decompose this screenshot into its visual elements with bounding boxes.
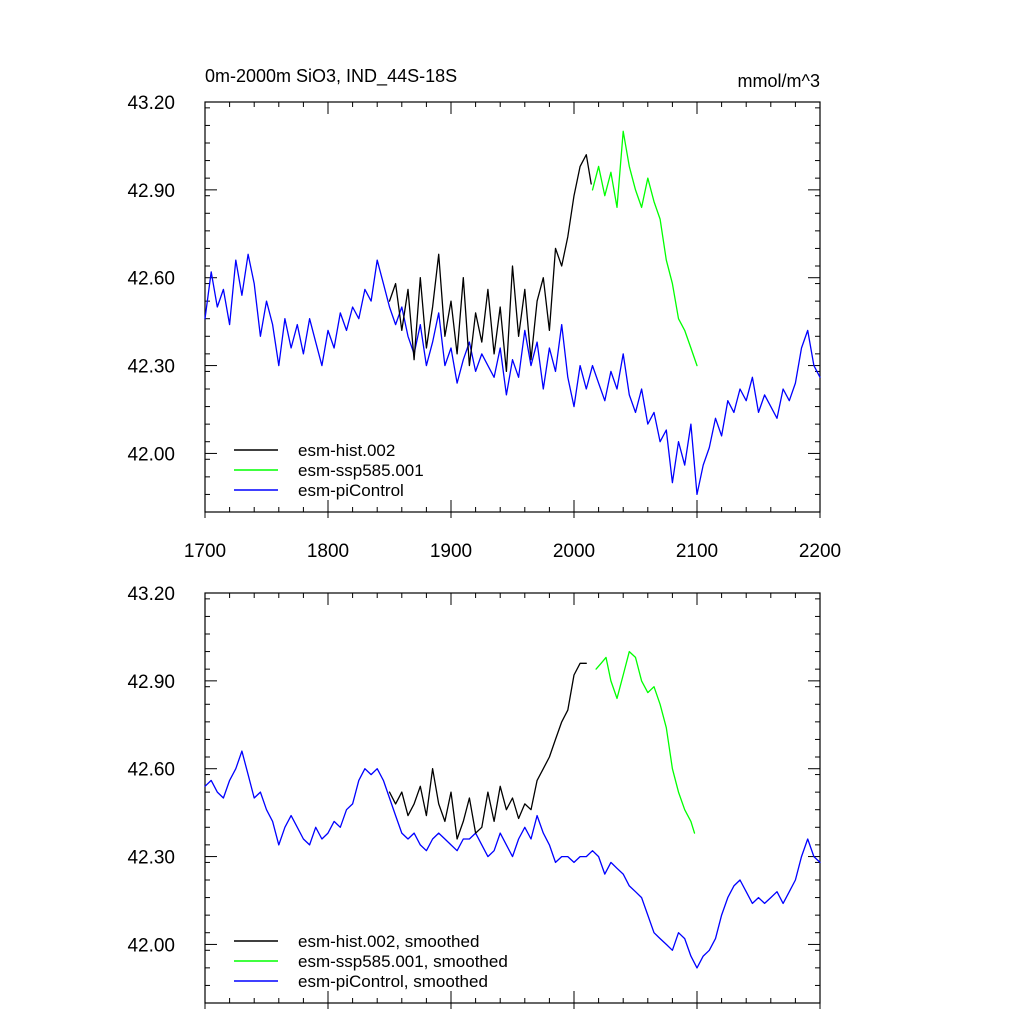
x-tick-label: 2000: [553, 541, 595, 562]
x-tick-label: 1800: [307, 541, 349, 562]
x-axis-ticks: 1700 1800 1900 2000 2100 2200: [184, 102, 841, 562]
chart-title: 0m-2000m SiO3, IND_44S-18S: [205, 66, 457, 87]
legend-label-esm-picontrol-smoothed: esm-piControl, smoothed: [298, 972, 488, 991]
series-line-esm-picontrol-smoothed: [204, 750, 821, 969]
units-label: mmol/m^3: [738, 71, 820, 91]
plot-frame: [204, 101, 821, 513]
series-line-esm-ssp585-001-smoothed: [595, 650, 696, 834]
y-tick-label: 42.00: [127, 444, 175, 465]
y-tick-label: 42.30: [127, 357, 175, 378]
series-group: [204, 130, 821, 496]
legend: esm-hist.002 esm-ssp585.001 esm-piContro…: [234, 441, 424, 500]
top-panel: 0m-2000m SiO3, IND_44S-18S mmol/m^3 42.0…: [127, 66, 841, 562]
series-line-esm-ssp585-001: [591, 130, 698, 367]
legend: esm-hist.002, smoothed esm-ssp585.001, s…: [234, 932, 508, 991]
legend-label-esm-ssp585-smoothed: esm-ssp585.001, smoothed: [298, 952, 508, 971]
plot-frame: [204, 592, 821, 1004]
y-tick-label: 42.00: [127, 935, 175, 956]
y-tick-label: 42.60: [127, 760, 175, 781]
y-tick-label: 42.30: [127, 848, 175, 869]
y-tick-label: 43.20: [127, 93, 175, 114]
x-tick-label: 2200: [799, 541, 841, 562]
series-line-esm-hist-002-smoothed: [388, 662, 587, 840]
x-tick-label: 1700: [184, 541, 226, 562]
y-axis-ticks: 42.00 42.30 42.60 42.90 43.20: [127, 584, 820, 1004]
x-tick-label: 2100: [676, 541, 718, 562]
y-tick-label: 43.20: [127, 584, 175, 605]
series-group: [204, 650, 821, 969]
y-axis-ticks: 42.00 42.30 42.60 42.90 43.20: [127, 93, 820, 513]
y-tick-label: 42.60: [127, 269, 175, 290]
legend-label-esm-hist-smoothed: esm-hist.002, smoothed: [298, 932, 479, 951]
x-axis-ticks: [204, 593, 821, 1009]
legend-label-esm-picontrol: esm-piControl: [298, 481, 404, 500]
y-tick-label: 42.90: [127, 672, 175, 693]
legend-label-esm-ssp585: esm-ssp585.001: [298, 461, 424, 480]
series-line-esm-hist-002: [388, 154, 592, 373]
series-line-esm-picontrol: [204, 253, 821, 496]
y-tick-label: 42.90: [127, 181, 175, 202]
x-tick-label: 1900: [430, 541, 472, 562]
bottom-panel: 42.00 42.30 42.60 42.90 43.20 esm-hist.002, …: [127, 584, 821, 1009]
legend-label-esm-hist: esm-hist.002: [298, 441, 395, 460]
